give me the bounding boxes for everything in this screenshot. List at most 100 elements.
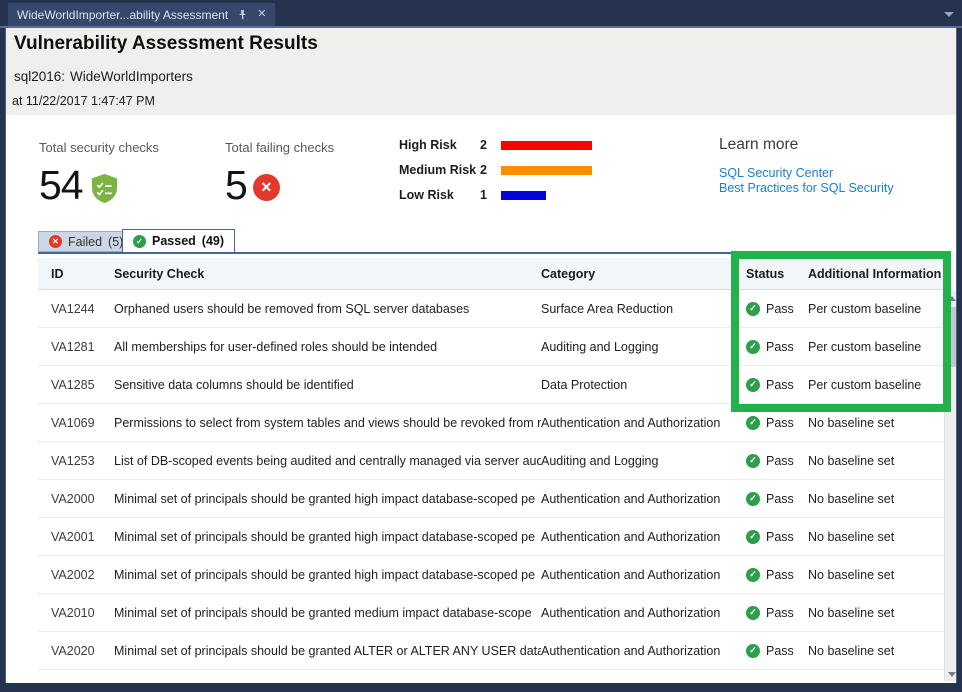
row-category: Authentication and Authorization bbox=[541, 529, 721, 544]
pass-circle-icon: ✓ bbox=[746, 301, 760, 316]
row-status: Pass bbox=[766, 605, 794, 620]
window-dropdown-icon[interactable] bbox=[944, 12, 954, 17]
table-row[interactable]: VA1069 Permissions to select from system… bbox=[38, 404, 944, 442]
medium-risk-count: 2 bbox=[480, 163, 487, 177]
table-row[interactable]: VA2010 Minimal set of principals should … bbox=[38, 594, 944, 632]
row-check: Sensitive data columns should be identif… bbox=[114, 377, 354, 392]
tabs-underline bbox=[38, 252, 944, 254]
row-check: Minimal set of principals should be gran… bbox=[114, 491, 536, 506]
error-circle-icon: ✕ bbox=[252, 173, 280, 201]
risk-row-high: High Risk 2 bbox=[399, 138, 592, 152]
low-risk-bar bbox=[501, 190, 546, 200]
scroll-down-icon[interactable] bbox=[945, 667, 956, 681]
row-info: No baseline set bbox=[808, 567, 895, 582]
row-category: Authentication and Authorization bbox=[541, 415, 721, 430]
high-risk-count: 2 bbox=[480, 138, 487, 152]
close-icon[interactable]: ✕ bbox=[257, 8, 267, 20]
row-check: Minimal set of principals should be gran… bbox=[114, 567, 536, 582]
risk-row-medium: Medium Risk 2 bbox=[399, 163, 592, 177]
row-info: No baseline set bbox=[808, 605, 895, 620]
pass-circle-icon: ✓ bbox=[746, 453, 760, 468]
pass-circle-icon: ✓ bbox=[746, 415, 760, 430]
server-database-line: sql2016: WideWorldImporters bbox=[14, 69, 193, 84]
row-check: List of DB-scoped events being audited a… bbox=[114, 453, 541, 468]
row-check: All memberships for user-defined roles s… bbox=[114, 339, 438, 354]
vertical-scrollbar[interactable] bbox=[944, 291, 956, 681]
pass-circle-icon: ✓ bbox=[746, 567, 760, 582]
table-row[interactable]: VA2000 Minimal set of principals should … bbox=[38, 480, 944, 518]
tabstrip-accent-line bbox=[0, 26, 962, 28]
row-category: Authentication and Authorization bbox=[541, 491, 721, 506]
table-row[interactable]: VA2020 Minimal set of principals should … bbox=[38, 632, 944, 670]
row-status: Pass bbox=[766, 529, 794, 544]
row-id: VA1069 bbox=[51, 415, 95, 430]
high-risk-bar bbox=[501, 140, 592, 150]
row-info: Per custom baseline bbox=[808, 377, 922, 392]
scan-timestamp: at 11/22/2017 1:47:47 PM bbox=[12, 94, 155, 108]
scrollbar-thumb[interactable] bbox=[947, 307, 956, 367]
row-id: VA1285 bbox=[51, 377, 95, 392]
row-category: Auditing and Logging bbox=[541, 339, 659, 354]
page-title: Vulnerability Assessment Results bbox=[14, 33, 318, 54]
table-row[interactable]: VA1285 Sensitive data columns should be … bbox=[38, 366, 944, 404]
row-id: VA2020 bbox=[51, 643, 95, 658]
row-info: No baseline set bbox=[808, 415, 895, 430]
results-header: Vulnerability Assessment Results sql2016… bbox=[6, 28, 956, 115]
learn-more-heading: Learn more bbox=[719, 136, 799, 153]
tab-passed-count: (49) bbox=[201, 234, 225, 248]
row-category: Authentication and Authorization bbox=[541, 605, 721, 620]
column-header-security-check: Security Check bbox=[114, 266, 205, 281]
row-id: VA1253 bbox=[51, 453, 95, 468]
row-info: Per custom baseline bbox=[808, 301, 922, 316]
row-info: No baseline set bbox=[808, 453, 895, 468]
row-check: Minimal set of principals should be gran… bbox=[114, 643, 541, 658]
row-info: Per custom baseline bbox=[808, 339, 922, 354]
medium-risk-label: Medium Risk bbox=[399, 163, 477, 177]
row-category: Surface Area Reduction bbox=[541, 301, 674, 316]
pass-circle-icon: ✓ bbox=[746, 643, 760, 658]
table-row[interactable]: VA1244 Orphaned users should be removed … bbox=[38, 290, 944, 328]
pin-icon[interactable] bbox=[237, 9, 248, 21]
low-risk-count: 1 bbox=[480, 188, 487, 202]
scroll-up-icon[interactable] bbox=[945, 291, 956, 305]
server-name: sql2016: bbox=[14, 69, 66, 84]
column-header-id: ID bbox=[51, 266, 64, 281]
column-header-category: Category bbox=[541, 266, 596, 281]
total-checks-label: Total security checks bbox=[39, 140, 159, 155]
total-checks-value: 54 bbox=[39, 162, 84, 208]
tab-failed[interactable]: ✕ Failed (5) bbox=[38, 231, 135, 252]
shield-checklist-icon bbox=[89, 173, 120, 204]
tab-failed-count: (5) bbox=[108, 234, 124, 249]
row-id: VA2010 bbox=[51, 605, 95, 620]
failing-checks-label: Total failing checks bbox=[225, 140, 335, 155]
database-name: WideWorldImporters bbox=[70, 69, 193, 84]
column-header-additional-information: Additional Information bbox=[808, 266, 942, 281]
table-row[interactable]: VA2001 Minimal set of principals should … bbox=[38, 518, 944, 556]
row-status: Pass bbox=[766, 301, 794, 316]
row-status: Pass bbox=[766, 567, 794, 582]
row-id: VA2000 bbox=[51, 491, 95, 506]
table-row[interactable]: VA2002 Minimal set of principals should … bbox=[38, 556, 944, 594]
row-check: Orphaned users should be removed from SQ… bbox=[114, 301, 470, 316]
document-tab[interactable]: WideWorldImporter...ability Assessment ✕ bbox=[8, 3, 276, 26]
table-header: ID Security Check Category Status Additi… bbox=[38, 258, 944, 290]
document-content: Vulnerability Assessment Results sql2016… bbox=[5, 28, 957, 683]
row-status: Pass bbox=[766, 453, 794, 468]
row-status: Pass bbox=[766, 415, 794, 430]
link-best-practices[interactable]: Best Practices for SQL Security bbox=[719, 181, 894, 195]
medium-risk-bar bbox=[501, 165, 592, 175]
table-row[interactable]: VA1281 All memberships for user-defined … bbox=[38, 328, 944, 366]
tab-passed[interactable]: ✓ Passed (49) bbox=[122, 229, 236, 252]
row-id: VA1244 bbox=[51, 301, 95, 316]
row-info: No baseline set bbox=[808, 643, 895, 658]
pass-circle-icon: ✓ bbox=[746, 491, 760, 506]
check-circle-icon: ✓ bbox=[133, 234, 146, 248]
row-status: Pass bbox=[766, 339, 794, 354]
link-sql-security-center[interactable]: SQL Security Center bbox=[719, 166, 834, 180]
pass-circle-icon: ✓ bbox=[746, 529, 760, 544]
table-row[interactable]: VA1253 List of DB-scoped events being au… bbox=[38, 442, 944, 480]
row-status: Pass bbox=[766, 491, 794, 506]
row-category: Auditing and Logging bbox=[541, 453, 659, 468]
pass-circle-icon: ✓ bbox=[746, 377, 760, 392]
row-id: VA1281 bbox=[51, 339, 95, 354]
